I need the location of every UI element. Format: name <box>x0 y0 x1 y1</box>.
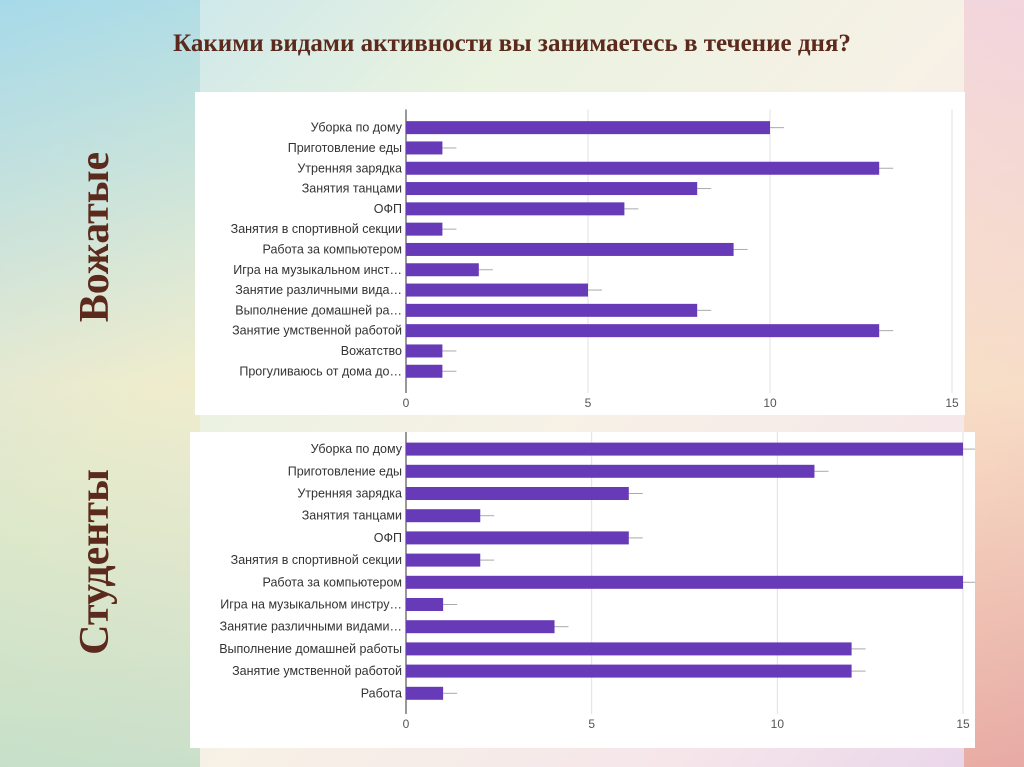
bar <box>406 487 629 500</box>
category-label: Уборка по дому <box>311 121 403 135</box>
slide-title: Какими видами активности вы занимаетесь … <box>173 30 851 57</box>
category-label: Занятия в спортивной секции <box>231 222 402 236</box>
category-label: Занятие умственной работой <box>232 324 402 338</box>
bar <box>406 464 815 478</box>
bar <box>406 553 481 567</box>
category-label: Занятия в спортивной секции <box>231 553 402 567</box>
category-label: Прогуливаюсь от дома до… <box>239 364 402 378</box>
bar <box>406 303 698 317</box>
category-label: Занятия танцами <box>302 182 402 196</box>
category-label: Работа за компьютером <box>263 242 402 256</box>
category-label: ОФП <box>374 202 402 216</box>
bar <box>406 324 880 338</box>
category-label: Выполнение домашней ра… <box>235 303 402 317</box>
bar <box>406 344 443 358</box>
category-label: Занятие различными видами… <box>220 620 402 634</box>
bar <box>406 263 479 277</box>
category-label: Игра на музыкальном инст… <box>233 263 402 277</box>
x-tick-label: 10 <box>763 396 777 410</box>
x-tick-label: 0 <box>403 396 410 410</box>
category-label: Работа <box>361 686 402 700</box>
chart-counselors: 0 5 10 15 Уборка по дому Приготовление еды Утр… <box>231 109 959 410</box>
bar <box>406 509 481 523</box>
category-label: Приготовление еды <box>288 464 402 478</box>
bar <box>406 575 963 589</box>
bar <box>406 442 963 456</box>
category-label: Приготовление еды <box>288 141 402 155</box>
bar <box>406 686 444 700</box>
category-label: Игра на музыкальном инстру… <box>220 598 402 612</box>
group-label-students: Студенты <box>72 469 118 655</box>
category-label: Вожатство <box>341 344 402 358</box>
chart-panel-students: 0 5 10 15 Уборка по дому Приготовление еды Утр… <box>190 430 977 748</box>
bar <box>406 642 852 656</box>
bar <box>406 664 852 678</box>
bar <box>406 182 698 196</box>
background-decoration-left <box>0 0 200 767</box>
bar <box>406 283 588 297</box>
chart-panel-counselors: 0 5 10 15 Уборка по дому Приготовление еды Утр… <box>195 92 965 415</box>
bar <box>406 242 734 256</box>
bar <box>406 121 770 135</box>
x-tick-label: 10 <box>771 717 785 731</box>
category-label: Работа за компьютером <box>263 575 402 589</box>
x-tick-label: 5 <box>585 396 592 410</box>
category-label: ОФП <box>374 531 402 545</box>
bar <box>406 620 555 634</box>
category-label: Занятие умственной работой <box>232 664 402 678</box>
x-tick-label: 15 <box>956 717 970 731</box>
bar <box>406 202 625 216</box>
bar <box>406 141 443 155</box>
x-tick-label: 0 <box>403 717 410 731</box>
category-label: Занятие различными вида… <box>235 283 402 297</box>
bar <box>406 364 443 378</box>
bar <box>406 161 880 175</box>
bar <box>406 531 629 545</box>
bar <box>406 598 444 611</box>
x-tick-label: 5 <box>588 717 595 731</box>
category-label: Выполнение домашней работы <box>219 642 402 656</box>
group-label-counselors: Вожатые <box>72 151 118 323</box>
category-label: Уборка по дому <box>311 442 403 456</box>
category-label: Утренняя зарядка <box>297 161 402 175</box>
chart-students: 0 5 10 15 Уборка по дому Приготовление еды Утр… <box>219 430 977 731</box>
category-label: Занятия танцами <box>302 509 402 523</box>
bar <box>406 222 443 236</box>
category-label: Утренняя зарядка <box>297 487 402 501</box>
x-tick-label: 15 <box>945 396 959 410</box>
